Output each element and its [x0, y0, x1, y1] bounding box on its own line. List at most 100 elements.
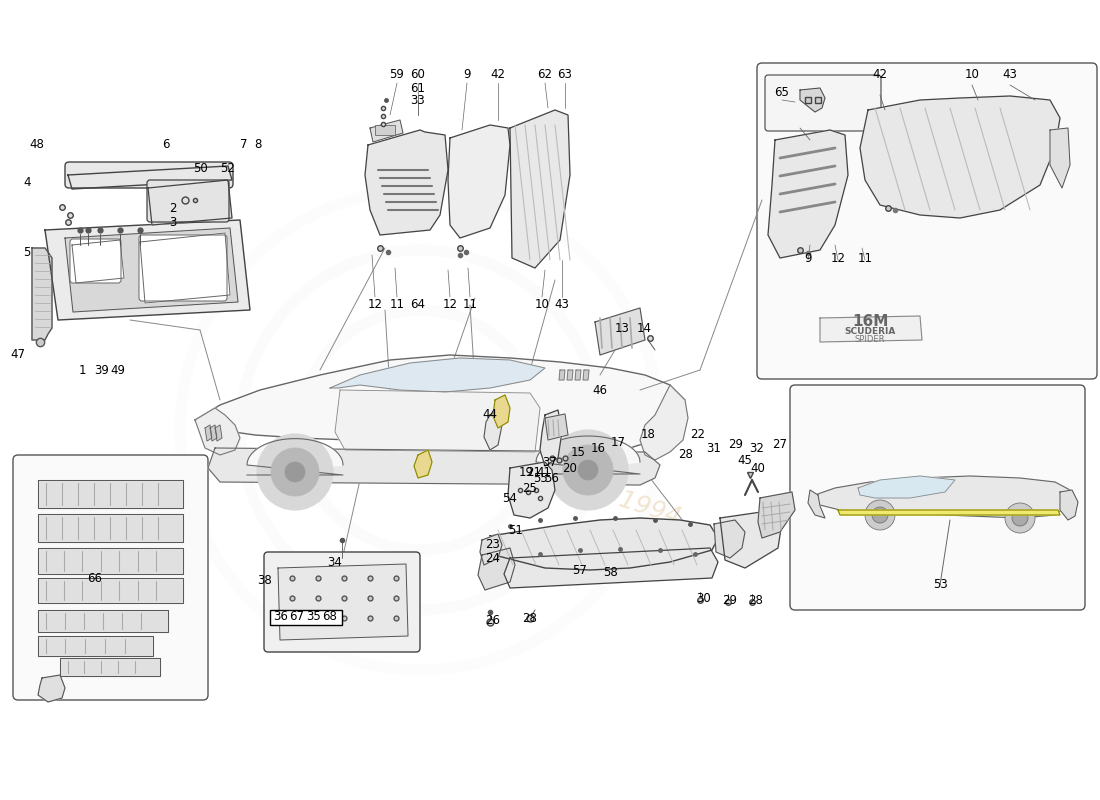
Text: 23: 23 [485, 538, 501, 551]
Text: 30: 30 [696, 591, 712, 605]
Text: 44: 44 [483, 409, 497, 422]
Text: 15: 15 [571, 446, 585, 459]
Text: 27: 27 [772, 438, 788, 451]
Text: 16: 16 [591, 442, 605, 454]
Text: 14: 14 [637, 322, 651, 334]
Polygon shape [583, 370, 588, 380]
Text: 24: 24 [485, 551, 501, 565]
Text: 28: 28 [679, 449, 693, 462]
Polygon shape [39, 548, 183, 574]
Polygon shape [65, 228, 238, 312]
Polygon shape [39, 636, 153, 656]
Text: 38: 38 [257, 574, 273, 586]
Text: 29: 29 [728, 438, 744, 451]
Text: 26: 26 [485, 614, 501, 626]
Text: 56: 56 [544, 471, 560, 485]
Polygon shape [68, 166, 232, 189]
Text: 29: 29 [723, 594, 737, 606]
Text: 17: 17 [610, 437, 626, 450]
Text: 28: 28 [522, 611, 538, 625]
Polygon shape [858, 476, 955, 498]
Polygon shape [414, 450, 432, 478]
Polygon shape [214, 425, 222, 441]
Text: a passion for parts since 1994: a passion for parts since 1994 [317, 390, 683, 530]
FancyBboxPatch shape [70, 239, 121, 283]
Polygon shape [195, 408, 240, 455]
Text: 28: 28 [749, 594, 763, 606]
Text: 33: 33 [410, 94, 426, 106]
Text: 32: 32 [749, 442, 764, 454]
FancyBboxPatch shape [139, 235, 227, 301]
Polygon shape [39, 610, 168, 632]
Polygon shape [484, 410, 502, 450]
Text: 46: 46 [593, 383, 607, 397]
Text: 8: 8 [254, 138, 262, 151]
Polygon shape [39, 675, 65, 702]
Polygon shape [640, 385, 688, 460]
Text: 36: 36 [274, 610, 288, 623]
Text: 35: 35 [307, 610, 321, 623]
Polygon shape [544, 414, 568, 440]
Circle shape [271, 448, 319, 496]
Text: 65: 65 [774, 86, 790, 98]
Text: 12: 12 [830, 251, 846, 265]
Text: 37: 37 [542, 455, 558, 469]
Text: 34: 34 [328, 557, 342, 570]
Text: 1: 1 [78, 363, 86, 377]
Text: 2: 2 [169, 202, 177, 214]
Text: 43: 43 [554, 298, 570, 311]
Polygon shape [758, 492, 795, 538]
Text: 42: 42 [491, 69, 506, 82]
FancyBboxPatch shape [790, 385, 1085, 610]
Text: 43: 43 [1002, 69, 1018, 82]
Text: 21: 21 [527, 466, 541, 478]
FancyBboxPatch shape [757, 63, 1097, 379]
Text: 45: 45 [738, 454, 752, 466]
Text: 7: 7 [240, 138, 248, 151]
Text: 6: 6 [163, 138, 169, 151]
Text: 60: 60 [410, 69, 426, 82]
Text: SCUDERIA: SCUDERIA [845, 327, 895, 337]
Text: 68: 68 [322, 610, 338, 623]
Polygon shape [248, 438, 343, 475]
Polygon shape [820, 316, 922, 342]
Text: 63: 63 [558, 69, 572, 82]
Polygon shape [1060, 490, 1078, 520]
Polygon shape [39, 514, 183, 542]
Text: 49: 49 [110, 363, 125, 377]
Circle shape [563, 445, 613, 495]
Polygon shape [278, 564, 408, 640]
Polygon shape [32, 248, 52, 340]
Text: 13: 13 [615, 322, 629, 334]
Text: 53: 53 [933, 578, 947, 591]
Polygon shape [208, 448, 660, 485]
Polygon shape [504, 548, 718, 588]
Text: 22: 22 [691, 429, 705, 442]
Text: 18: 18 [640, 429, 656, 442]
Text: 55: 55 [532, 471, 548, 485]
Text: 31: 31 [706, 442, 722, 454]
Polygon shape [72, 240, 124, 283]
Polygon shape [508, 462, 556, 518]
Text: 10: 10 [535, 298, 549, 311]
Text: 39: 39 [95, 363, 109, 377]
Text: 12: 12 [442, 298, 458, 311]
Bar [270, 610, 342, 625]
Text: 4: 4 [23, 177, 31, 190]
Text: 62: 62 [538, 69, 552, 82]
Circle shape [1012, 510, 1028, 526]
Polygon shape [490, 518, 718, 570]
Text: 10: 10 [965, 69, 979, 82]
Circle shape [285, 462, 305, 482]
Text: SPIDER: SPIDER [855, 335, 886, 345]
Polygon shape [815, 476, 1070, 518]
Text: 41: 41 [537, 466, 551, 478]
Polygon shape [39, 578, 183, 603]
Polygon shape [575, 370, 581, 380]
Bar [375, 125, 395, 135]
Polygon shape [210, 425, 217, 441]
Polygon shape [195, 355, 685, 455]
Polygon shape [860, 96, 1060, 218]
Text: 11: 11 [858, 251, 872, 265]
Polygon shape [768, 130, 848, 258]
